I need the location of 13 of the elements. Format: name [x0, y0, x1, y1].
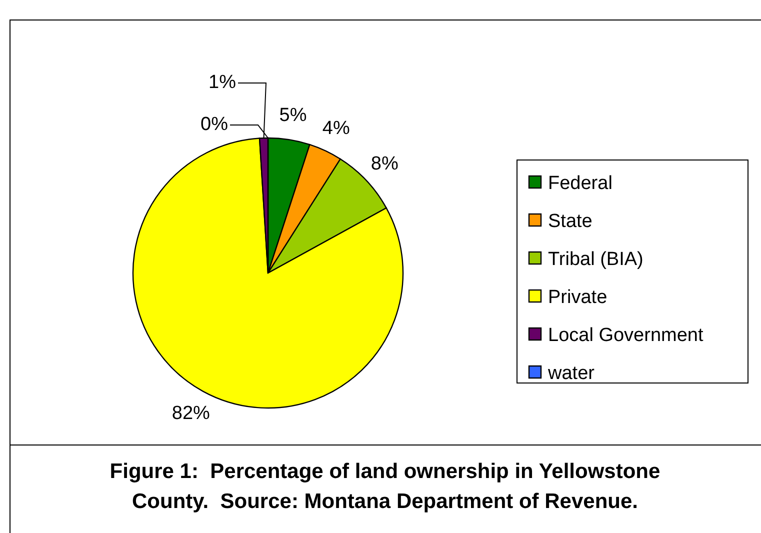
data-label: 82% — [172, 403, 210, 424]
text: Figure 1: Percentage of land ownership in Yellowstone County. Source: Montana Department of Revenue. — [110, 460, 660, 513]
data-label: 8% — [370, 153, 398, 174]
data-label: 4% — [322, 118, 350, 140]
data-label: 1% — [208, 72, 236, 93]
legend-label: water — [547, 363, 596, 384]
legend-label: Federal — [548, 173, 612, 194]
text: 0% — [200, 114, 228, 135]
legend-label: Tribal (BIA) — [548, 249, 644, 270]
legend-label: State — [548, 211, 592, 232]
legend-label: Private — [548, 287, 608, 308]
legend-label: Local Government — [548, 325, 704, 346]
data-label: 5% — [279, 104, 307, 126]
